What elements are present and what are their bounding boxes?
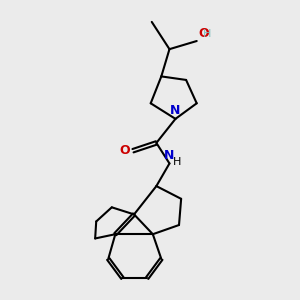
Text: H: H [203,29,212,39]
Text: N: N [170,104,181,117]
Text: N: N [164,149,175,162]
Text: O: O [198,27,209,40]
Text: O: O [120,144,130,157]
Text: H: H [173,157,182,167]
